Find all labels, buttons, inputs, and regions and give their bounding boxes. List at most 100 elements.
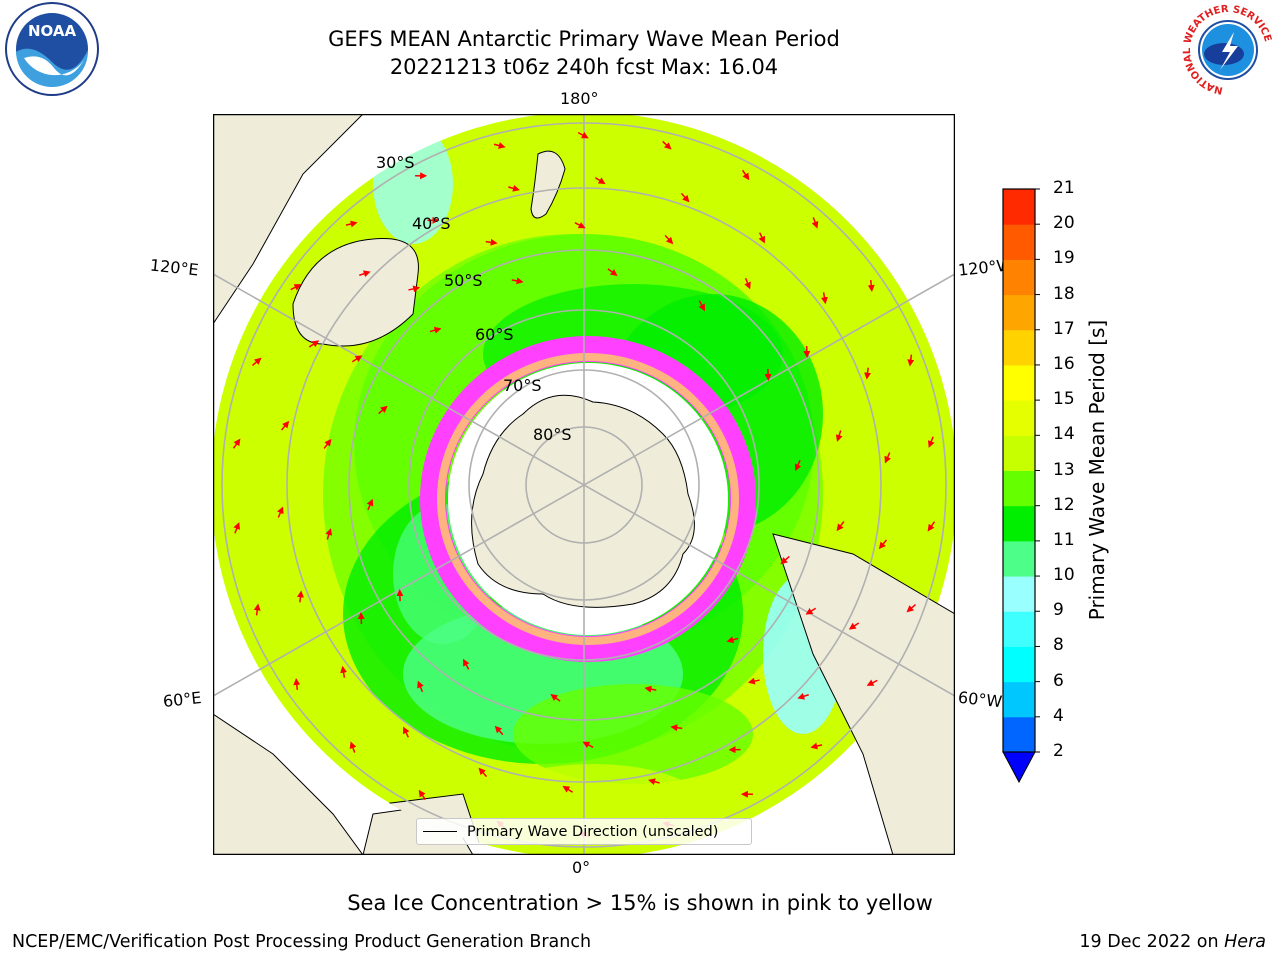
wave-direction-arrow [429,326,442,334]
wave-direction-arrow [280,420,290,431]
lat-label-40s: 40°S [412,214,451,233]
wave-direction-arrow [867,279,875,292]
colorbar-tick-label: 12 [1053,494,1075,515]
graticule [213,114,955,855]
map-legend: Primary Wave Direction (unscaled) [416,818,752,845]
colorbar-segment [1003,540,1035,577]
lat-label-50s: 50°S [444,271,483,290]
footer-date: 19 Dec 2022 on Hera [1079,932,1266,952]
legend-label: Primary Wave Direction (unscaled) [467,823,719,840]
wave-direction-arrow [726,636,739,644]
antarctica-continent [471,394,695,608]
wave-direction-arrow [253,603,261,616]
wave-direction-arrow [463,658,470,670]
colorbar-segment [1003,716,1035,753]
colorbar-tick-label: 9 [1053,600,1064,621]
wave-direction-arrow [758,232,765,244]
wave-direction-arrow [797,692,809,700]
wave-direction-arrow [594,177,606,185]
wave-direction-arrow [574,221,586,229]
wave-direction-arrow [494,725,504,736]
lon-label-180: 180° [560,89,599,108]
colorbar-segment [1003,435,1035,471]
wave-direction-arrow [884,452,891,464]
map-frame [213,114,955,855]
lon-label-120e: 120°E [149,255,200,280]
wave-direction-arrow [747,677,760,685]
wave-direction-arrow [698,300,705,312]
colorbar-tick-label: 21 [1053,178,1075,198]
wave-direction-arrow [366,498,374,511]
wave-direction-arrow [323,438,332,449]
colorbar-segment [1003,294,1035,331]
colorbar-tick-label: 15 [1053,389,1075,410]
wave-direction-arrow [308,340,320,348]
wave-direction-arrow [835,430,843,442]
lon-label-60w: 60°W [957,687,1004,712]
wave-direction-arrow [293,678,301,691]
wave-direction-arrow [418,789,427,801]
wave-direction-arrow [508,184,520,192]
map-panel [213,114,955,855]
sea-ice-caption: Sea Ice Concentration > 15% is shown in … [347,891,933,915]
wave-direction-arrow [485,238,498,246]
wave-direction-arrow [232,438,241,449]
wave-direction-arrow [664,234,674,245]
wave-direction-arrow [511,277,524,285]
lat-label-30s: 30°S [376,153,415,172]
colorbar-segment [1003,611,1035,647]
wave-direction-arrow [607,268,618,276]
legend-line-icon [423,831,457,832]
colorbar-tick-label: 17 [1053,318,1075,339]
wave-direction-arrow [325,528,333,540]
wave-direction-arrow [907,354,915,367]
colorbar-segment [1003,646,1035,683]
footer-credit: NCEP/EMC/Verification Post Processing Pr… [12,932,592,952]
wave-direction-arrow [359,270,371,278]
colorbar-tick-label: 13 [1053,459,1075,480]
wave-direction-arrow [251,357,262,367]
noaa-logo: NOAA [5,2,99,96]
wave-direction-arrow [644,685,657,693]
wave-direction-arrow [780,555,790,565]
lat-label-60s: 60°S [475,325,514,344]
wave-direction-arrow [417,680,424,693]
wave-direction-arrow [864,367,872,380]
colorbar-segment [1003,329,1035,366]
colorbar [1002,188,1040,784]
wave-direction-arrow [741,169,750,181]
wave-direction-arrow [478,767,488,778]
colorbar-tick-label: 19 [1053,248,1075,269]
wave-direction-arrow [582,741,594,749]
wave-direction-arrow [820,292,828,305]
wave-direction-arrow [577,131,589,139]
wave-direction-arrow [345,220,358,228]
wave-direction-arrow [848,622,860,630]
colorbar-tick-label: 18 [1053,283,1075,304]
wave-direction-arrow [866,679,878,686]
lat-label-70s: 70°S [503,376,542,395]
colorbar-segment [1003,364,1035,401]
wave-direction-arrow [878,539,888,550]
colorbar-tick-label: 10 [1053,565,1075,586]
map-title: GEFS MEAN Antarctic Primary Wave Mean Pe… [328,27,840,51]
wave-direction-arrow [550,694,561,702]
colorbar-segment [1003,470,1035,507]
colorbar-segment [1003,224,1035,260]
colorbar-tick-label: 8 [1053,635,1064,656]
colorbar-tick-label: 20 [1053,213,1075,234]
lat-label-80s: 80°S [533,425,572,444]
wave-direction-arrow [927,521,936,532]
wave-direction-arrow [906,603,917,613]
wave-direction-arrow [811,217,819,229]
wave-direction-arrow [744,277,751,290]
colorbar-segment [1003,505,1035,542]
colorbar-tick-label: 16 [1053,353,1075,374]
colorbar-segment [1003,259,1035,296]
wave-direction-arrows [232,131,936,839]
wave-direction-arrow [277,506,284,518]
colorbar-segment [1003,681,1035,718]
wave-direction-arrow [233,522,240,534]
wave-direction-arrow [378,405,388,415]
wave-direction-arrow [340,665,348,678]
